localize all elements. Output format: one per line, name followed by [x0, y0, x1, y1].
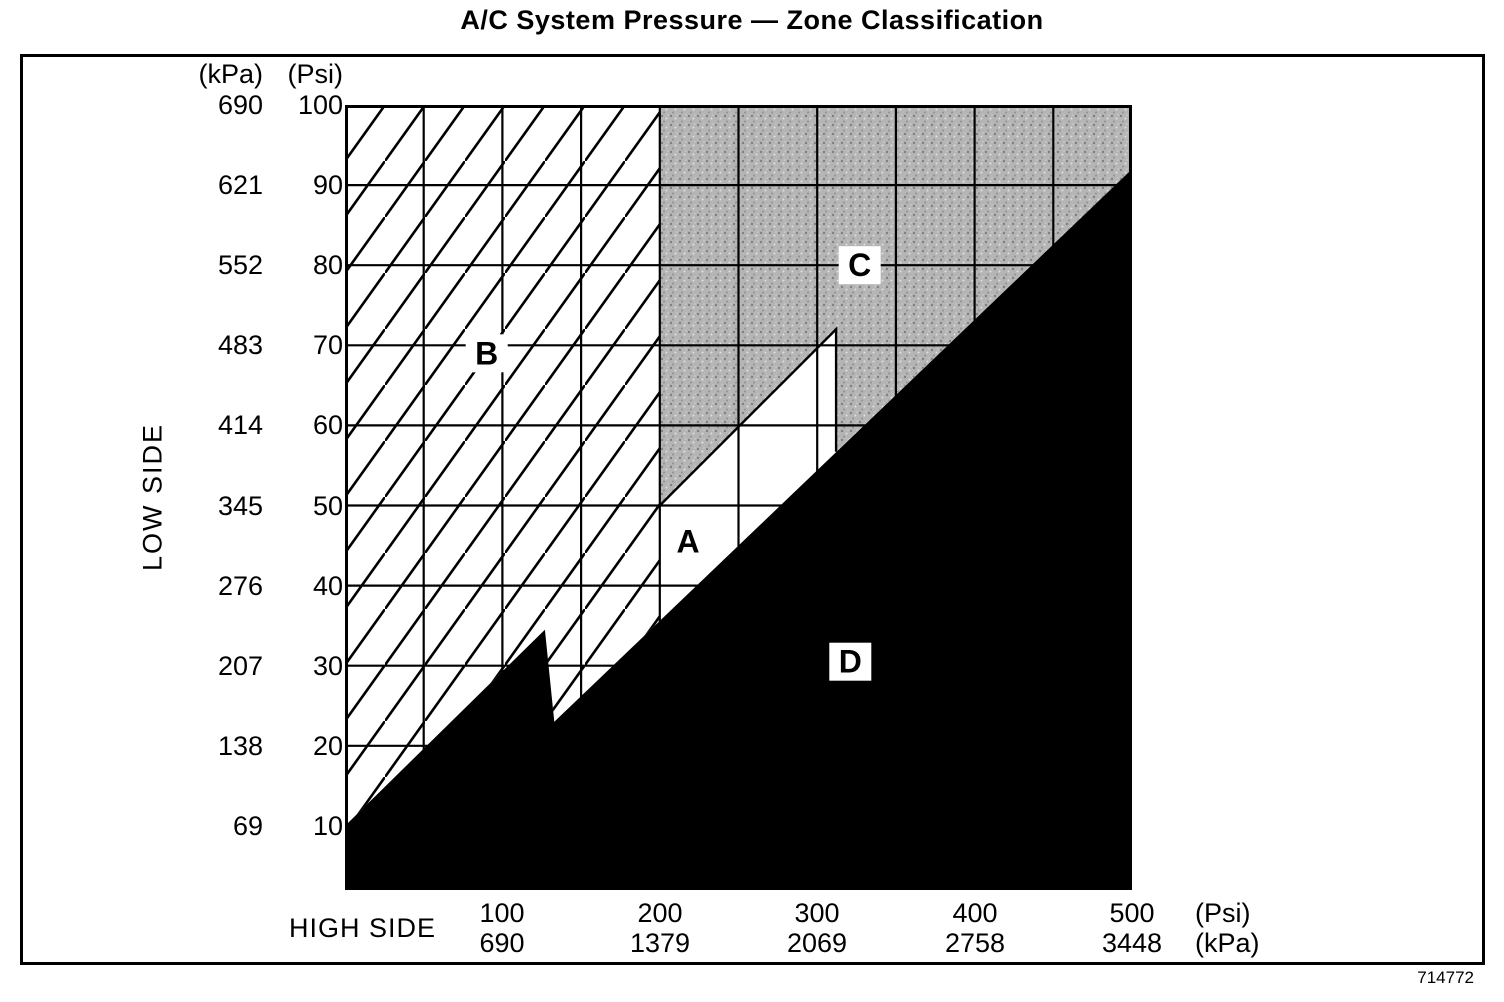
chart-title: A/C System Pressure — Zone Classificatio…	[460, 5, 1044, 35]
y-axis-unit-psi: (Psi)	[287, 59, 344, 89]
y-tick-kpa: 276	[217, 571, 263, 601]
zone-c-label-box	[838, 246, 881, 285]
x-tick-kpa: 2069	[786, 928, 848, 958]
figure-number: 714772	[1417, 968, 1474, 987]
x-tick: 300 2069	[787, 898, 847, 958]
zone-d-label: D	[839, 644, 862, 680]
y-tick-row: 69 10	[23, 810, 343, 842]
y-tick-kpa: 138	[217, 731, 263, 761]
y-axis-unit-headers: (kPa) (Psi)	[23, 59, 343, 90]
zone-d-layer	[345, 169, 1132, 891]
y-tick-row: 207 30	[23, 650, 343, 682]
y-axis-tick-labels: 690 100 621 90 552 80 483 70 414 60 345 50 276 40 207 3…	[23, 90, 343, 890]
x-axis-tick-labels: 100 690 200 1379 300 2069 400 2758 500 3448	[345, 898, 1162, 968]
y-tick-row: 345 50	[23, 490, 343, 522]
x-axis-title: HIGH SIDE	[289, 913, 437, 943]
y-tick-row: 621 90	[23, 169, 343, 201]
zone-boundary-lines	[658, 326, 838, 507]
y-tick-psi: 50	[312, 491, 343, 521]
y-tick-row: 138 20	[23, 730, 343, 762]
chart-frame: (kPa) (Psi) LOW SIDE 690 100 621 90 552 80 483…	[20, 54, 1485, 965]
pressure-zone-chart: B C A D	[345, 105, 1132, 891]
y-tick-kpa: 552	[217, 250, 263, 280]
x-tick-psi: 100	[479, 898, 525, 928]
zone-labels-layer: B C A D	[465, 246, 881, 681]
x-tick-psi: 500	[1109, 898, 1155, 928]
zone-a-upper-right-boundary	[658, 326, 838, 507]
zone-b-label: B	[475, 335, 498, 371]
y-tick-psi: 10	[312, 811, 343, 841]
y-tick-kpa: 207	[217, 651, 263, 681]
y-tick-row: 552 80	[23, 249, 343, 281]
x-tick-kpa: 1379	[629, 928, 691, 958]
y-tick-psi: 60	[312, 410, 343, 440]
y-tick-kpa: 621	[217, 170, 263, 200]
x-tick-kpa: 2758	[944, 928, 1006, 958]
zone-b-label-box	[465, 334, 508, 373]
zone-d-area	[345, 169, 1132, 891]
y-axis-unit-kpa: (kPa)	[198, 59, 263, 89]
x-axis-unit-psi: (Psi)	[1195, 898, 1251, 928]
x-tick: 500 3448	[1102, 898, 1162, 958]
y-tick-row: 483 70	[23, 329, 343, 361]
zone-c-label: C	[848, 247, 871, 283]
y-tick-psi: 70	[312, 330, 343, 360]
y-tick-psi: 80	[312, 250, 343, 280]
x-tick: 100 690	[479, 898, 524, 958]
x-tick-kpa: 690	[479, 928, 525, 958]
y-tick-psi: 90	[312, 170, 343, 200]
y-tick-kpa: 483	[217, 330, 263, 360]
x-axis-unit-kpa: (kPa)	[1195, 928, 1260, 958]
y-tick-psi: 100	[297, 90, 343, 120]
x-axis-unit-headers: (Psi) (kPa)	[1195, 898, 1260, 958]
x-tick-kpa: 3448	[1101, 928, 1163, 958]
y-tick-kpa: 414	[217, 410, 263, 440]
y-tick-psi: 40	[312, 571, 343, 601]
y-tick-row: 690 100	[23, 89, 343, 121]
zone-a-label: A	[677, 524, 700, 560]
y-tick-kpa: 69	[232, 811, 263, 841]
y-tick-kpa: 690	[217, 90, 263, 120]
zone-a-area	[659, 329, 837, 621]
y-tick-psi: 30	[312, 651, 343, 681]
x-tick-psi: 400	[952, 898, 998, 928]
y-tick-psi: 20	[312, 731, 343, 761]
zone-d-label-box	[829, 642, 872, 681]
x-tick-psi: 300	[794, 898, 840, 928]
x-tick-psi: 200	[637, 898, 683, 928]
y-tick-row: 414 60	[23, 409, 343, 441]
plot-area: B C A D	[345, 105, 1132, 891]
x-tick: 200 1379	[630, 898, 690, 958]
y-tick-kpa: 345	[217, 491, 263, 521]
y-tick-row: 276 40	[23, 570, 343, 602]
x-tick: 400 2758	[945, 898, 1005, 958]
